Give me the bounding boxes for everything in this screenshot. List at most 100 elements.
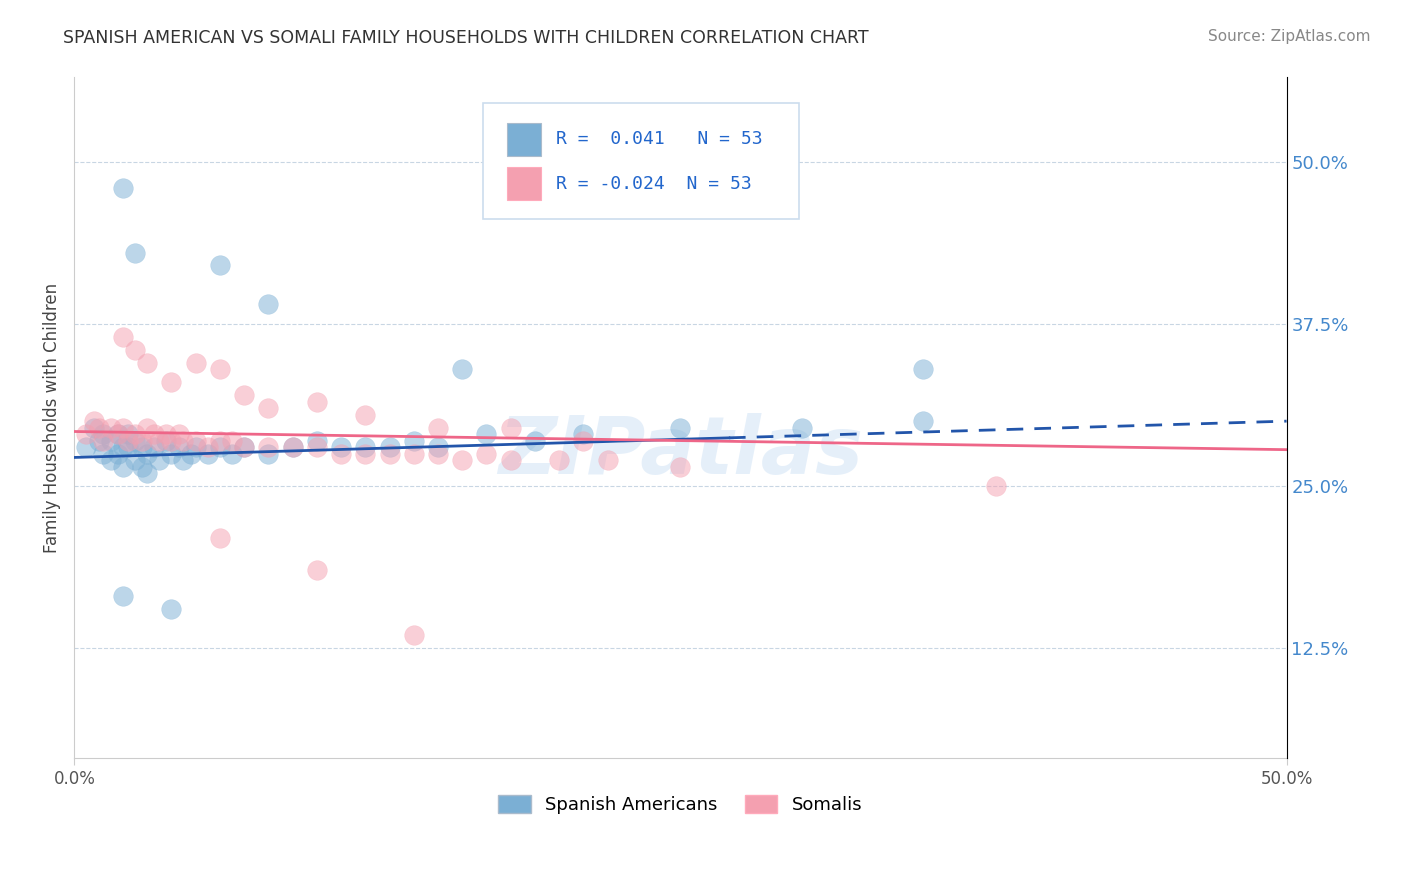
Text: R = -0.024  N = 53: R = -0.024 N = 53 [555,175,751,193]
Point [330,446,353,460]
Point [124,427,146,442]
Point [475,446,498,460]
Point [111,180,134,194]
Point [354,446,377,460]
Point [107,427,129,442]
Point [111,589,134,603]
Point [155,427,177,442]
Point [124,453,146,467]
Point [257,401,280,416]
Point [572,427,595,442]
Point [669,420,692,434]
Point [160,434,183,448]
Point [75,427,97,442]
Point [172,434,194,448]
Point [117,434,139,448]
Point [499,453,522,467]
Point [93,446,115,460]
Point [167,440,190,454]
Point [136,356,159,370]
Point [378,440,401,454]
Point [107,427,129,442]
Point [160,376,183,390]
Point [93,434,115,448]
Y-axis label: Family Households with Children: Family Households with Children [44,283,60,553]
Point [378,446,401,460]
Point [111,420,134,434]
Point [208,362,231,376]
Point [911,414,934,428]
Point [124,434,146,448]
Point [117,427,139,442]
Point [305,394,328,409]
Point [451,362,474,376]
Point [984,479,1007,493]
Point [330,440,353,454]
Point [184,434,207,448]
FancyBboxPatch shape [508,123,541,156]
Point [233,440,256,454]
Point [572,434,595,448]
Legend: Spanish Americans, Somalis: Spanish Americans, Somalis [499,795,862,814]
Point [402,628,425,642]
Point [184,356,207,370]
Point [180,446,202,460]
Point [148,453,170,467]
Point [354,440,377,454]
Point [475,427,498,442]
Point [160,602,183,616]
Point [257,297,280,311]
Point [131,440,153,454]
Point [523,434,546,448]
Point [208,440,231,454]
Point [257,446,280,460]
Point [499,420,522,434]
Point [93,427,115,442]
Point [305,440,328,454]
Point [131,434,153,448]
Point [790,420,813,434]
Point [160,446,183,460]
Point [233,440,256,454]
Point [100,434,122,448]
Point [83,414,105,428]
Point [184,440,207,454]
Point [427,440,450,454]
Point [111,330,134,344]
Point [124,245,146,260]
Point [427,420,450,434]
Point [148,434,170,448]
Point [87,420,110,434]
Point [100,420,122,434]
Point [402,446,425,460]
Text: R =  0.041   N = 53: R = 0.041 N = 53 [555,130,762,148]
FancyBboxPatch shape [508,168,541,200]
Point [427,446,450,460]
Point [548,453,571,467]
Point [143,427,166,442]
Point [281,440,304,454]
Text: Source: ZipAtlas.com: Source: ZipAtlas.com [1208,29,1371,44]
Point [221,434,243,448]
Point [911,362,934,376]
Point [155,434,177,448]
Point [136,420,159,434]
Point [596,453,619,467]
Point [131,459,153,474]
Point [107,446,129,460]
Point [208,531,231,545]
Point [117,440,139,454]
Point [136,466,159,480]
Point [197,446,219,460]
Point [669,459,692,474]
Point [208,434,231,448]
Point [221,446,243,460]
Point [305,434,328,448]
Point [354,408,377,422]
Point [197,440,219,454]
Point [451,453,474,467]
Point [100,453,122,467]
Point [143,440,166,454]
Point [75,440,97,454]
FancyBboxPatch shape [482,103,799,219]
